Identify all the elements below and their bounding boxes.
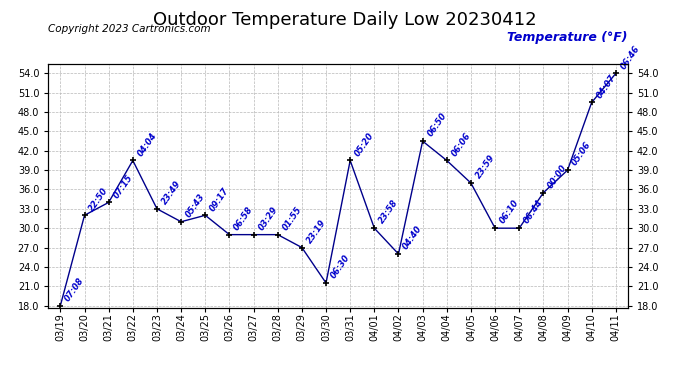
Text: 00:00: 00:00: [546, 163, 569, 190]
Text: 05:06: 05:06: [571, 140, 593, 168]
Text: 03:29: 03:29: [257, 205, 279, 232]
Text: 06:10: 06:10: [498, 198, 521, 226]
Text: 06:50: 06:50: [426, 111, 449, 138]
Text: 05:43: 05:43: [184, 192, 207, 219]
Text: 06:46: 06:46: [619, 44, 642, 71]
Text: 23:49: 23:49: [160, 179, 183, 206]
Text: 22:50: 22:50: [88, 186, 110, 213]
Text: 23:58: 23:58: [377, 198, 400, 226]
Text: Copyright 2023 Cartronics.com: Copyright 2023 Cartronics.com: [48, 24, 211, 34]
Text: 23:59: 23:59: [474, 153, 497, 180]
Text: 06:58: 06:58: [233, 205, 255, 232]
Text: 09:17: 09:17: [208, 186, 231, 213]
Text: 04:04: 04:04: [136, 131, 159, 158]
Text: 07:15: 07:15: [112, 172, 135, 200]
Text: 07:08: 07:08: [63, 276, 86, 303]
Text: 01:55: 01:55: [281, 205, 304, 232]
Text: 06:06: 06:06: [450, 131, 473, 158]
Text: 23:19: 23:19: [305, 218, 328, 245]
Text: 06:44: 06:44: [522, 198, 545, 226]
Text: 04:07: 04:07: [595, 73, 618, 100]
Text: Temperature (°F): Temperature (°F): [507, 31, 628, 44]
Text: 06:30: 06:30: [329, 253, 352, 280]
Text: Outdoor Temperature Daily Low 20230412: Outdoor Temperature Daily Low 20230412: [153, 11, 537, 29]
Text: 04:40: 04:40: [402, 224, 424, 251]
Text: 05:20: 05:20: [353, 131, 376, 158]
